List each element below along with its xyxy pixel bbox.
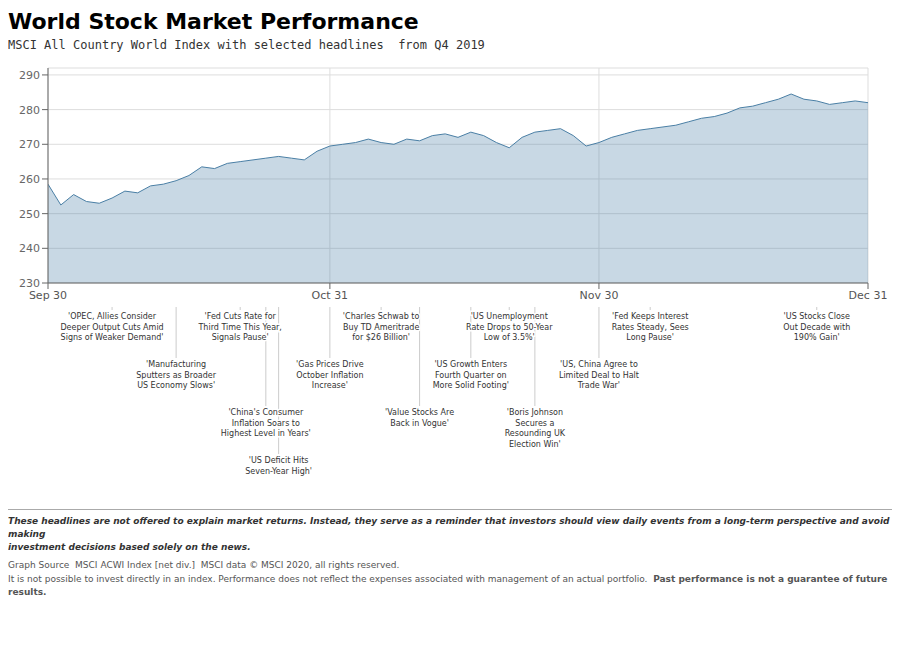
svg-text:'Fed Cuts Rate forThird Time T: 'Fed Cuts Rate forThird Time This Year,S…: [197, 312, 281, 342]
svg-text:240: 240: [19, 242, 40, 255]
svg-text:Dec 31: Dec 31: [849, 289, 888, 302]
svg-text:'ManufacturingSputters as Broa: 'ManufacturingSputters as BroaderUS Econ…: [136, 360, 216, 390]
svg-text:'Boris JohnsonSecures aResound: 'Boris JohnsonSecures aResounding UKElec…: [505, 408, 566, 449]
svg-text:'Value Stocks AreBack in Vogue: 'Value Stocks AreBack in Vogue': [385, 408, 454, 428]
svg-text:'OPEC, Allies ConsiderDeeper O: 'OPEC, Allies ConsiderDeeper Output Cuts…: [60, 312, 163, 342]
svg-text:'US Growth EntersFourth Quarte: 'US Growth EntersFourth Quarter onMore S…: [433, 360, 509, 390]
svg-text:'US Deficit HitsSeven-Year Hig: 'US Deficit HitsSeven-Year High': [245, 456, 312, 476]
svg-text:'US UnemploymentRate Drops to: 'US UnemploymentRate Drops to 50-YearLow…: [466, 312, 553, 342]
svg-text:'China's ConsumerInflation Soa: 'China's ConsumerInflation Soars toHighe…: [221, 408, 311, 438]
svg-text:290: 290: [19, 69, 40, 82]
svg-text:'Charles Schwab toBuy TD Ameri: 'Charles Schwab toBuy TD Ameritradefor $…: [343, 312, 420, 342]
svg-text:270: 270: [19, 138, 40, 151]
html-text:Graph Source MSCI ACWI Index [: Graph Source MSCI ACWI Index [net div.] …: [8, 560, 400, 570]
svg-text:250: 250: [19, 208, 40, 221]
svg-text:'US, China Agree toLimited Dea: 'US, China Agree toLimited Deal to HaltT…: [559, 360, 639, 390]
html-text:It is not possible to invest d: It is not possible to invest directly in…: [8, 574, 891, 597]
svg-text:'Fed Keeps InterestRates Stead: 'Fed Keeps InterestRates Steady, SeesLon…: [612, 312, 689, 342]
svg-text:'Gas Prices DriveOctober Infla: 'Gas Prices DriveOctober InflationIncrea…: [296, 360, 364, 390]
svg-text:Oct 31: Oct 31: [312, 289, 349, 302]
svg-text:260: 260: [19, 173, 40, 186]
svg-text:'US Stocks CloseOut Decade wit: 'US Stocks CloseOut Decade with190% Gain…: [783, 312, 850, 342]
svg-text:Nov 30: Nov 30: [579, 289, 618, 302]
html-text:MSCI All Country World Index w: MSCI All Country World Index with select…: [8, 38, 485, 52]
svg-text:230: 230: [19, 277, 40, 290]
svg-text:Sep 30: Sep 30: [29, 289, 67, 302]
html-text:World Stock Market Performance: World Stock Market Performance: [8, 9, 419, 34]
svg-text:280: 280: [19, 104, 40, 117]
html-text:These headlines are not offere: These headlines are not offered to expla…: [8, 516, 893, 552]
